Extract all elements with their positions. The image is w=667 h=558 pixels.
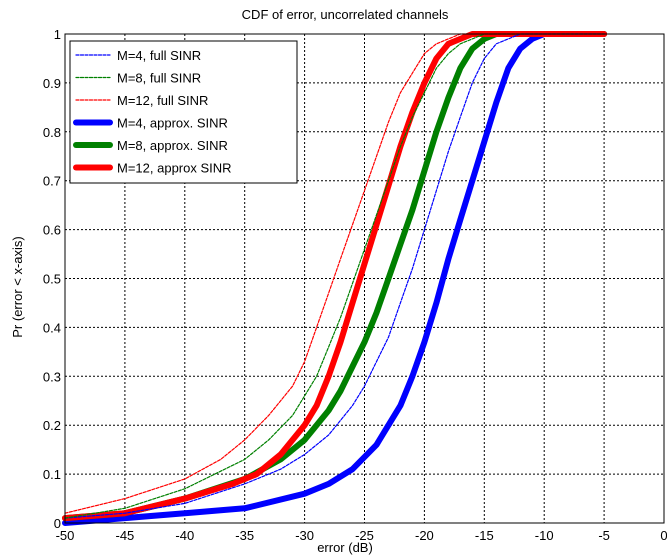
x-tick-label: -50 <box>56 528 75 543</box>
x-tick-label: -40 <box>175 528 194 543</box>
y-tick-label: 0.7 <box>43 174 61 189</box>
x-tick-label: -5 <box>598 528 610 543</box>
plot-frame <box>64 33 665 524</box>
y-tick-label: 0.4 <box>43 320 61 335</box>
series-line-1 <box>64 33 605 519</box>
y-tick-label: 0.3 <box>43 369 61 384</box>
y-axis-label: Pr (error < x-axis) <box>10 236 25 337</box>
axis-ticks: -50 -45 -40 -35 -30 -25 -20 -15 -10 -5 000.10.20.3… <box>43 27 667 543</box>
y-tick-label: 0.8 <box>43 125 61 140</box>
legend-entry-label: M=12, approx SINR <box>117 161 232 176</box>
legend-entry-label: M=4, full SINR <box>117 48 201 63</box>
x-tick-label: -30 <box>295 528 314 543</box>
y-tick-label: 0.2 <box>43 418 61 433</box>
legend-entry-label: M=12, full SINR <box>117 93 208 108</box>
y-tick-label: 0 <box>54 516 61 531</box>
chart-title: CDF of error, uncorrelated channels <box>242 7 449 22</box>
x-tick-label: 0 <box>660 528 667 543</box>
y-tick-label: 0.9 <box>43 76 61 91</box>
legend-entry-label: M=4, approx. SINR <box>117 116 228 131</box>
series-line-2 <box>64 33 605 519</box>
legend-box <box>69 40 298 184</box>
y-tick-label: 0.5 <box>43 272 61 287</box>
legend: M=4, full SINR M=8, full SINR M=12, full S… <box>69 40 298 184</box>
x-tick-label: -10 <box>535 528 554 543</box>
y-tick-label: 1 <box>54 27 61 42</box>
x-tick-label: -15 <box>475 528 494 543</box>
x-tick-label: -45 <box>116 528 135 543</box>
legend-entry-label: M=8, approx. SINR <box>117 138 228 153</box>
x-axis-label: error (dB) <box>317 540 373 555</box>
series-line-4 <box>62 31 608 526</box>
legend-entry-label: M=8, full SINR <box>117 71 201 86</box>
x-tick-label: -25 <box>355 528 374 543</box>
y-tick-label: 0.6 <box>43 223 61 238</box>
x-tick-label: -35 <box>235 528 254 543</box>
x-tick-label: -20 <box>415 528 434 543</box>
y-tick-label: 0.1 <box>43 467 61 482</box>
